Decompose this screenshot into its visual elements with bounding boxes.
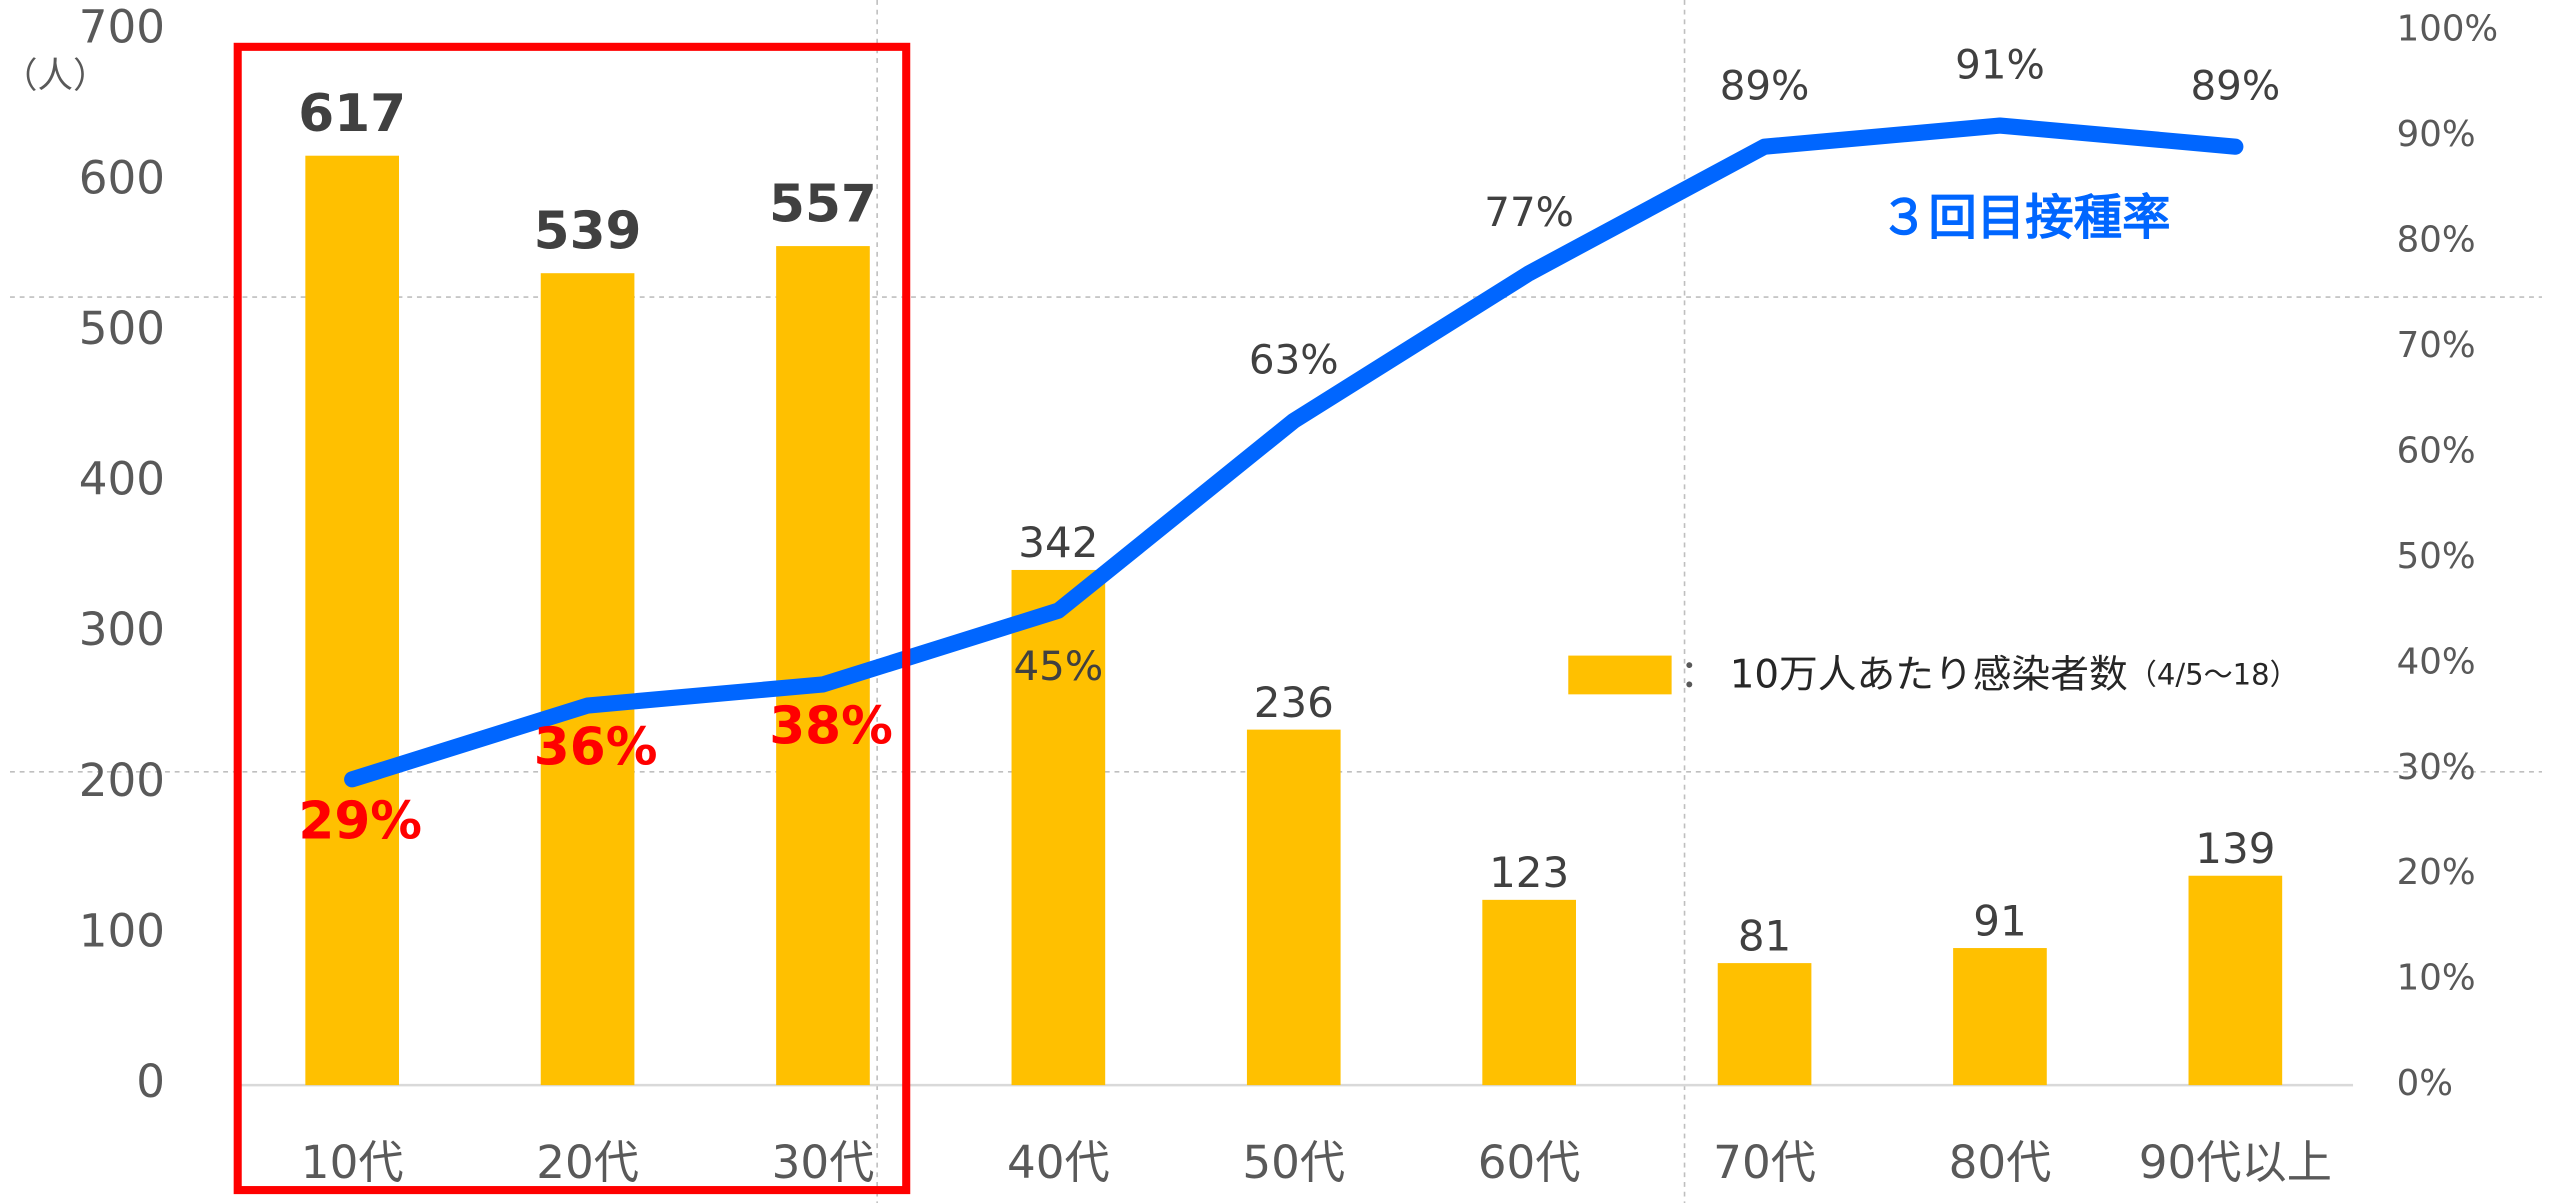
y-tick-label: 200 xyxy=(79,754,165,807)
y-tick-label: 600 xyxy=(79,151,165,204)
y-tick-label: 300 xyxy=(79,603,165,656)
y2-tick-label: 30% xyxy=(2397,747,2476,788)
line-label: ３回目接種率 xyxy=(1880,190,2171,246)
y2-tick-label: 60% xyxy=(2397,430,2476,471)
y-tick-label: 400 xyxy=(79,453,165,506)
line xyxy=(344,117,2244,788)
x-tick-label: 40代 xyxy=(1007,1136,1110,1189)
line-value-label: 91% xyxy=(1955,41,2045,88)
legend-label: 10万人あたり感染者数（4/5～18） xyxy=(1730,652,2299,697)
y2-tick-label: 20% xyxy=(2397,852,2476,893)
line-value-label: 89% xyxy=(2190,63,2280,110)
y2-tick-label: 0% xyxy=(2397,1063,2453,1104)
x-tick-label: 10代 xyxy=(301,1136,404,1189)
bar-value-label: 236 xyxy=(1254,678,1334,727)
bar-value-label: 91 xyxy=(1973,896,2026,945)
legend-note: （4/5～18） xyxy=(2128,658,2299,692)
bar xyxy=(776,246,870,1086)
bar-value-label: 617 xyxy=(298,84,406,144)
bar xyxy=(1482,899,1576,1086)
y-tick-label: 0 xyxy=(136,1055,165,1108)
bar xyxy=(1246,729,1341,1086)
legend-colon: ： xyxy=(1680,652,1719,697)
bar-value-label: 139 xyxy=(2195,824,2275,873)
line-value-label: 36% xyxy=(534,718,658,778)
line-value-label: 45% xyxy=(1014,643,1104,690)
bar xyxy=(2188,875,2283,1086)
y2-tick-label: 80% xyxy=(2397,220,2476,261)
y2-tick-label: 40% xyxy=(2397,641,2476,682)
y2-tick-label: 50% xyxy=(2397,536,2476,577)
line-value-label: 38% xyxy=(769,697,893,757)
bar-value-label: 81 xyxy=(1738,911,1791,960)
x-tick-label: 80代 xyxy=(1949,1136,2052,1189)
legend-swatch xyxy=(1568,655,1672,695)
y2-tick-label: 100% xyxy=(2397,9,2499,50)
x-tick-label: 30代 xyxy=(772,1136,875,1189)
x-tick-label: 60代 xyxy=(1478,1136,1581,1189)
y-tick-label: 700 xyxy=(79,1,165,54)
bar xyxy=(1011,569,1106,1086)
x-tick-label: 50代 xyxy=(1242,1136,1345,1189)
y2-tick-label: 70% xyxy=(2397,325,2476,366)
y2-tick-label: 10% xyxy=(2397,958,2476,999)
bar xyxy=(1717,963,1812,1086)
bar-value-label: 557 xyxy=(769,174,877,234)
marks: 0 100 200 300 400 500 600 700 0% 10% 20% 30% 40% 50% 6… xyxy=(79,1,2498,1189)
line-value-label: 89% xyxy=(1720,63,1810,110)
bar xyxy=(305,155,400,1086)
y-tick-label: 100 xyxy=(79,904,165,957)
legend-text: 10万人あたり感染者数 xyxy=(1730,652,2128,697)
bar xyxy=(540,273,635,1086)
bar-value-label: 342 xyxy=(1018,518,1098,567)
bar-value-label: 539 xyxy=(534,201,642,261)
x-tick-label: 90代以上 xyxy=(2139,1136,2332,1189)
bar-value-label: 123 xyxy=(1489,848,1569,897)
bar xyxy=(1953,948,2047,1086)
line-value-label: 29% xyxy=(298,792,422,852)
highlight-box xyxy=(233,42,911,1195)
line-value-label: 63% xyxy=(1249,337,1339,384)
y-unit: （人） xyxy=(2,56,109,97)
x-tick-label: 70代 xyxy=(1713,1136,1816,1189)
y2-tick-label: 90% xyxy=(2397,114,2476,155)
y-tick-label: 500 xyxy=(79,302,165,355)
line-value-label: 77% xyxy=(1484,189,1574,236)
x-tick-label: 20代 xyxy=(536,1136,639,1189)
